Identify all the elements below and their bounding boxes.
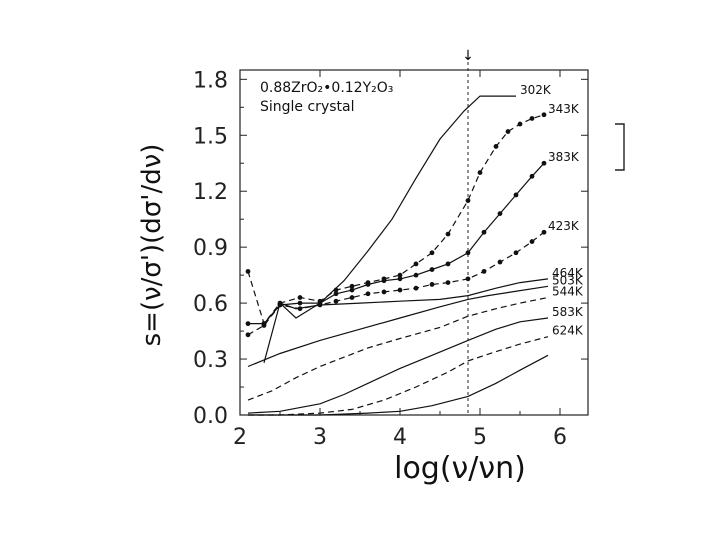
data-point: [429, 250, 435, 256]
data-point: [445, 231, 451, 237]
series-label: 383K: [548, 150, 580, 164]
data-point: [397, 272, 403, 278]
data-point: [529, 239, 535, 244]
data-point: [349, 295, 355, 300]
data-point: [541, 160, 547, 166]
data-point: [529, 116, 535, 121]
data-point: [513, 192, 519, 198]
series-label: 464K: [552, 266, 584, 280]
series-label: 544K: [552, 285, 584, 299]
data-point: [517, 121, 523, 127]
axis-ticks: [239, 70, 588, 416]
data-point: [349, 287, 355, 293]
data-point: [493, 144, 499, 149]
y-axis-title: s=(ν/σ')(dσ'/dν): [137, 144, 167, 347]
x-tick-label: 5: [473, 425, 487, 450]
data-point: [429, 267, 435, 272]
data-point: [397, 287, 403, 293]
y-tick-label: 0.6: [193, 292, 228, 317]
data-point: [429, 282, 435, 287]
series-label: 503K: [552, 273, 584, 287]
data-point: [497, 259, 503, 265]
y-tick-label: 0.3: [193, 348, 228, 373]
series-label: 302K: [520, 83, 552, 97]
data-point: [445, 280, 451, 285]
series-line-302K: [263, 95, 516, 363]
data-point: [497, 211, 503, 216]
series-line-624K: [248, 336, 549, 416]
y-tick-label: 0.9: [193, 236, 228, 261]
x-tick-labels: 2 3 4 5 6: [233, 425, 567, 450]
data-point: [245, 269, 251, 274]
data-point: [365, 291, 371, 297]
data-point: [245, 321, 251, 327]
x-axis-title: log(ν/νn): [394, 451, 526, 486]
series-line-503K: [247, 285, 549, 368]
x-tick-label: 6: [553, 425, 567, 450]
series-line-583K: [247, 317, 549, 414]
data-point: [445, 261, 451, 267]
data-point: [413, 285, 419, 291]
data-point: [297, 300, 303, 306]
data-point: [365, 282, 371, 287]
data-point: [333, 298, 339, 304]
data-point: [465, 276, 471, 282]
data-point: [541, 112, 547, 118]
data-point: [529, 173, 535, 179]
y-tick-labels: 0.0 0.3 0.6 0.9 1.2 1.5 1.8: [193, 68, 228, 429]
data-point: [465, 198, 471, 203]
bracket-decoration: [615, 123, 625, 171]
annotation-composition: 0.88ZrO₂•0.12Y₂O₃: [260, 80, 393, 96]
data-point: [477, 170, 483, 175]
data-point: [413, 272, 419, 278]
data-point: [333, 287, 339, 293]
series-label: 583K: [552, 305, 584, 319]
data-point: [413, 261, 419, 267]
series-line-464K: [279, 278, 549, 310]
series-label: 423K: [548, 219, 580, 233]
reference-arrow-icon: ↓: [462, 48, 474, 64]
data-point: [505, 129, 511, 134]
data-point: [381, 289, 387, 295]
plot-frame: [239, 69, 589, 416]
data-point: [513, 250, 519, 256]
series-line-unlabeled: [248, 354, 549, 416]
x-tick-label: 4: [393, 425, 407, 450]
data-point: [465, 250, 471, 256]
series-line-343K: [247, 114, 545, 325]
x-tick-label: 2: [233, 425, 247, 450]
data-point: [261, 323, 267, 328]
data-point: [349, 283, 355, 289]
data-point: [297, 295, 303, 300]
y-tick-label: 0.0: [193, 404, 228, 429]
series-label: 343K: [548, 102, 580, 116]
data-point: [333, 291, 339, 297]
data-point: [481, 269, 487, 274]
data-point: [381, 278, 387, 284]
data-point: [541, 229, 547, 235]
y-tick-label: 1.5: [193, 124, 228, 149]
y-tick-label: 1.2: [193, 180, 228, 205]
annotation-sample: Single crystal: [260, 99, 354, 115]
data-point: [481, 229, 487, 235]
data-point: [397, 276, 403, 282]
series-group: [245, 95, 549, 416]
data-point: [245, 332, 251, 338]
x-tick-label: 3: [313, 425, 327, 450]
series-label: 624K: [552, 324, 584, 338]
y-tick-label: 1.8: [193, 68, 228, 93]
